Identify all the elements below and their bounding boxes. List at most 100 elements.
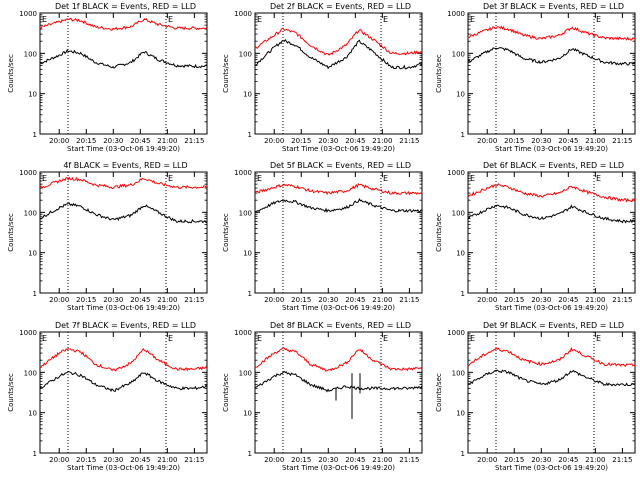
x-tick-label: 20:30 xyxy=(103,137,123,145)
series-line-lld xyxy=(39,176,208,190)
y-tick-label: 1000 xyxy=(234,329,252,337)
marker-label: E xyxy=(383,15,388,24)
x-tick-label: 21:00 xyxy=(585,456,605,464)
x-tick-label: 20:00 xyxy=(264,296,284,304)
x-tick-label: 20:00 xyxy=(49,456,69,464)
y-axis-label: Counts/sec xyxy=(7,213,15,252)
y-tick-label: 10 xyxy=(243,91,252,99)
x-tick-label: 21:15 xyxy=(184,137,204,145)
x-tick-label: 20:45 xyxy=(130,456,150,464)
plot-frame xyxy=(39,171,208,294)
y-tick-label: 1000 xyxy=(19,10,37,18)
y-tick-label: 100 xyxy=(24,209,37,217)
y-tick-label: 1 xyxy=(461,131,465,139)
y-axis-label: Counts/sec xyxy=(435,54,443,93)
series-line-events xyxy=(254,38,423,70)
y-axis-label: Counts/sec xyxy=(7,373,15,412)
series-line-lld xyxy=(467,25,636,41)
y-tick-label: 10 xyxy=(456,410,465,418)
y-tick-label: 1 xyxy=(461,450,465,458)
x-tick-label: 20:30 xyxy=(318,296,338,304)
detector-panel-5: Det 5f BLACK = Events, RED = LLD 1 10 100 10… xyxy=(222,161,423,312)
y-tick-label: 1000 xyxy=(234,169,252,177)
plot-frame xyxy=(39,331,208,454)
x-tick-label: 21:15 xyxy=(399,137,419,145)
x-tick-label: 20:45 xyxy=(558,456,578,464)
marker-label: E xyxy=(383,334,388,343)
series-line-events xyxy=(467,204,636,224)
x-tick-label: 20:15 xyxy=(76,296,96,304)
x-tick-label: 20:00 xyxy=(49,137,69,145)
y-tick-label: 10 xyxy=(28,250,37,258)
y-tick-label: 1000 xyxy=(447,10,465,18)
marker-label: E xyxy=(596,15,601,24)
marker-label: E xyxy=(596,174,601,183)
y-axis-label: Counts/sec xyxy=(222,373,230,412)
plot-frame xyxy=(254,331,423,454)
marker-label: E xyxy=(168,15,173,24)
series-line-events xyxy=(39,202,207,224)
marker-label: E xyxy=(470,15,475,24)
x-tick-label: 20:00 xyxy=(477,296,497,304)
panel-title: Det 1f BLACK = Events, RED = LLD xyxy=(55,2,196,11)
plot-frame xyxy=(467,171,636,294)
marker-label: E xyxy=(470,334,475,343)
y-tick-label: 100 xyxy=(24,369,37,377)
detector-panel-9: Det 9f BLACK = Events, RED = LLD 1 10 100 10… xyxy=(435,321,636,472)
x-axis-label: Start Time (03-Oct-06 19:49:20) xyxy=(495,304,608,312)
marker-label: E xyxy=(257,15,262,24)
series-line-lld xyxy=(467,346,636,367)
x-tick-label: 20:45 xyxy=(345,456,365,464)
y-tick-label: 10 xyxy=(28,91,37,99)
panel-title: Det 3f BLACK = Events, RED = LLD xyxy=(483,2,624,11)
marker-label: E xyxy=(470,174,475,183)
y-tick-label: 100 xyxy=(239,209,252,217)
x-tick-label: 20:15 xyxy=(291,456,311,464)
marker-label: E xyxy=(596,334,601,343)
panel-title: Det 6f BLACK = Events, RED = LLD xyxy=(483,161,624,170)
x-tick-label: 21:15 xyxy=(612,137,632,145)
plot-frame xyxy=(39,12,208,135)
x-axis-label: Start Time (03-Oct-06 19:49:20) xyxy=(67,145,180,153)
detector-panel-7: Det 7f BLACK = Events, RED = LLD 1 10 100 10… xyxy=(7,321,208,472)
x-tick-label: 21:15 xyxy=(184,296,204,304)
y-tick-label: 10 xyxy=(456,250,465,258)
x-tick-label: 20:15 xyxy=(291,296,311,304)
x-tick-label: 21:00 xyxy=(585,137,605,145)
x-tick-label: 21:00 xyxy=(157,296,177,304)
y-tick-label: 1 xyxy=(248,450,252,458)
x-tick-label: 20:45 xyxy=(345,296,365,304)
y-axis-label: Counts/sec xyxy=(435,373,443,412)
x-tick-label: 20:45 xyxy=(130,296,150,304)
y-tick-label: 10 xyxy=(243,250,252,258)
panel-title: 4f BLACK = Events, RED = LLD xyxy=(63,161,187,170)
series-line-lld xyxy=(39,17,208,31)
marker-label: E xyxy=(42,15,47,24)
y-tick-label: 1 xyxy=(461,290,465,298)
y-axis-label: Counts/sec xyxy=(222,54,230,93)
series-line-lld xyxy=(254,27,423,56)
plot-frame xyxy=(467,12,636,135)
series-line-lld xyxy=(254,347,423,372)
y-tick-label: 1 xyxy=(248,290,252,298)
y-tick-label: 1000 xyxy=(234,10,252,18)
marker-label: E xyxy=(257,174,262,183)
x-tick-label: 20:15 xyxy=(504,296,524,304)
x-tick-label: 20:30 xyxy=(103,456,123,464)
x-tick-label: 20:00 xyxy=(49,296,69,304)
x-tick-label: 20:45 xyxy=(345,137,365,145)
x-tick-label: 21:15 xyxy=(184,456,204,464)
marker-label: E xyxy=(257,334,262,343)
panel-title: Det 2f BLACK = Events, RED = LLD xyxy=(270,2,411,11)
y-tick-label: 100 xyxy=(452,369,465,377)
plot-frame xyxy=(254,171,423,294)
x-tick-label: 20:30 xyxy=(318,456,338,464)
y-tick-label: 100 xyxy=(24,50,37,58)
series-line-lld xyxy=(254,183,423,196)
detector-panel-4: 4f BLACK = Events, RED = LLD 1 10 100 1000 20… xyxy=(7,161,208,312)
y-tick-label: 10 xyxy=(243,410,252,418)
x-tick-label: 21:00 xyxy=(372,137,392,145)
x-axis-label: Start Time (03-Oct-06 19:49:20) xyxy=(282,145,395,153)
